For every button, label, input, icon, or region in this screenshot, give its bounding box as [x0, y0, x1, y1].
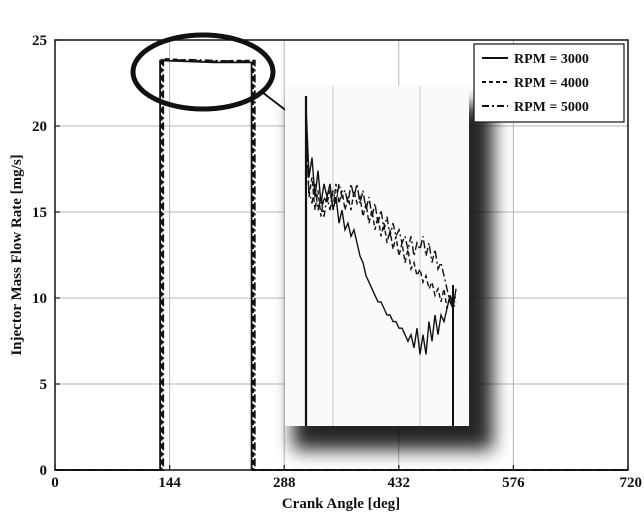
inset-series-layer — [307, 112, 457, 355]
x-axis-title: Crank Angle [deg] — [282, 496, 400, 512]
y-tick-label: 0 — [40, 463, 48, 479]
x-tick-label: 144 — [158, 475, 181, 491]
y-axis-title: Injector Mass Flow Rate [mg/s] — [9, 154, 25, 355]
y-tick-label: 25 — [32, 33, 47, 49]
y-tick-label: 5 — [40, 377, 48, 393]
plot-frame — [54, 39, 629, 471]
x-tick-label: 288 — [273, 475, 296, 491]
x-tick-label: 432 — [388, 475, 411, 491]
y-tick-label: 20 — [32, 119, 47, 135]
legend: RPM = 3000 RPM = 4000 RPM = 5000 — [473, 43, 625, 123]
legend-label-rpm-5000: RPM = 5000 — [514, 100, 589, 115]
ticks: 0 144 288 432 576 720 0 5 10 15 20 25 — [32, 33, 642, 491]
series-line-rpm-3000 — [55, 59, 628, 471]
x-tick-label: 0 — [51, 475, 59, 491]
legend-label-rpm-3000: RPM = 3000 — [514, 52, 589, 67]
legend-label-rpm-4000: RPM = 4000 — [514, 76, 589, 91]
x-tick-label: 720 — [620, 475, 643, 491]
y-tick-label: 10 — [32, 291, 47, 307]
zoom-highlight-ellipse — [130, 32, 276, 112]
x-tick-label: 576 — [502, 475, 525, 491]
inset-series-line-rpm-3000 — [307, 112, 457, 355]
inset-series-line-rpm-4000 — [307, 132, 457, 309]
inset-panel — [285, 86, 493, 450]
y-tick-label: 15 — [32, 205, 47, 221]
series-layer — [55, 57, 628, 471]
inset-background — [285, 86, 469, 426]
